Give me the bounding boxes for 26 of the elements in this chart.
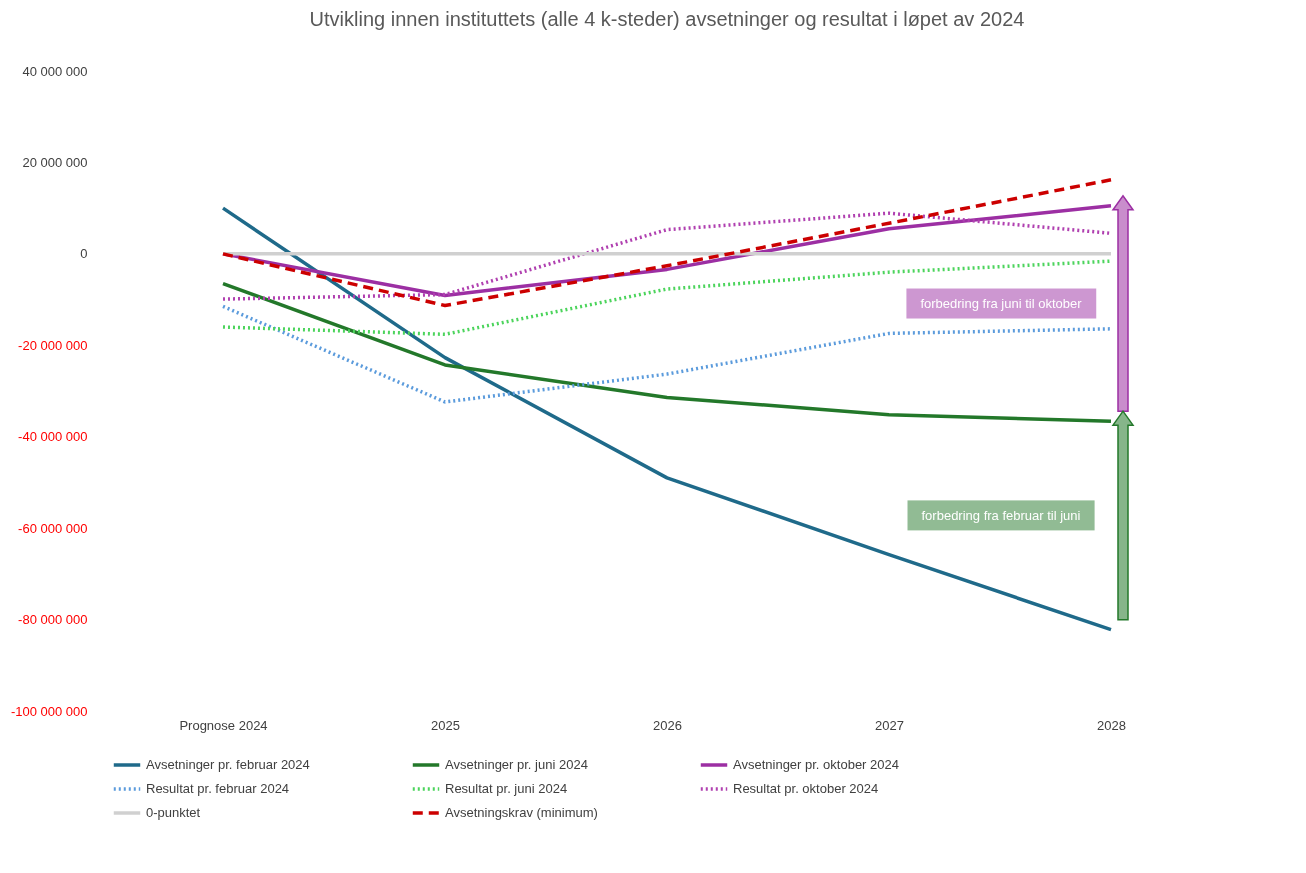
y-tick-label: -80 000 000 (18, 612, 88, 628)
legend-label: 0-punktet (146, 805, 201, 820)
y-tick-label: -60 000 000 (18, 520, 88, 536)
annotation: forbedring fra juni til oktober (920, 296, 1083, 312)
x-tick-label: 2028 (1097, 717, 1126, 733)
y-tick-label: 20 000 000 (22, 154, 88, 170)
legend-label: Resultat pr. februar 2024 (146, 781, 290, 796)
x-tick-label: 2027 (875, 717, 904, 733)
annotation: forbedring fra februar til juni (921, 507, 1081, 523)
legend-label: Avsetninger pr. juni 2024 (445, 757, 588, 772)
y-tick-label: -100 000 000 (10, 703, 88, 719)
y-tick-label: -40 000 000 (18, 429, 88, 445)
legend-label: Resultat pr. juni 2024 (445, 781, 568, 796)
x-tick-label: Prognose 2024 (179, 717, 268, 733)
y-tick-label: -20 000 000 (18, 337, 88, 353)
legend-label: Avsetningskrav (minimum) (445, 805, 598, 820)
x-tick-label: 2026 (653, 717, 682, 733)
chart-title: Utvikling innen instituttets (alle 4 k-steder) avsetninger og resultat i løpet av 2024 (309, 8, 1025, 30)
x-tick-label: 2025 (431, 717, 460, 733)
y-tick-label: 0 (80, 246, 88, 262)
y-tick-label: 40 000 000 (22, 63, 88, 79)
legend-label: Avsetninger pr. oktober 2024 (733, 757, 899, 772)
legend-label: Avsetninger pr. februar 2024 (146, 757, 310, 772)
line-series (221, 206, 1113, 632)
line-series (221, 281, 1113, 423)
legend-label: Resultat pr. oktober 2024 (733, 781, 879, 796)
